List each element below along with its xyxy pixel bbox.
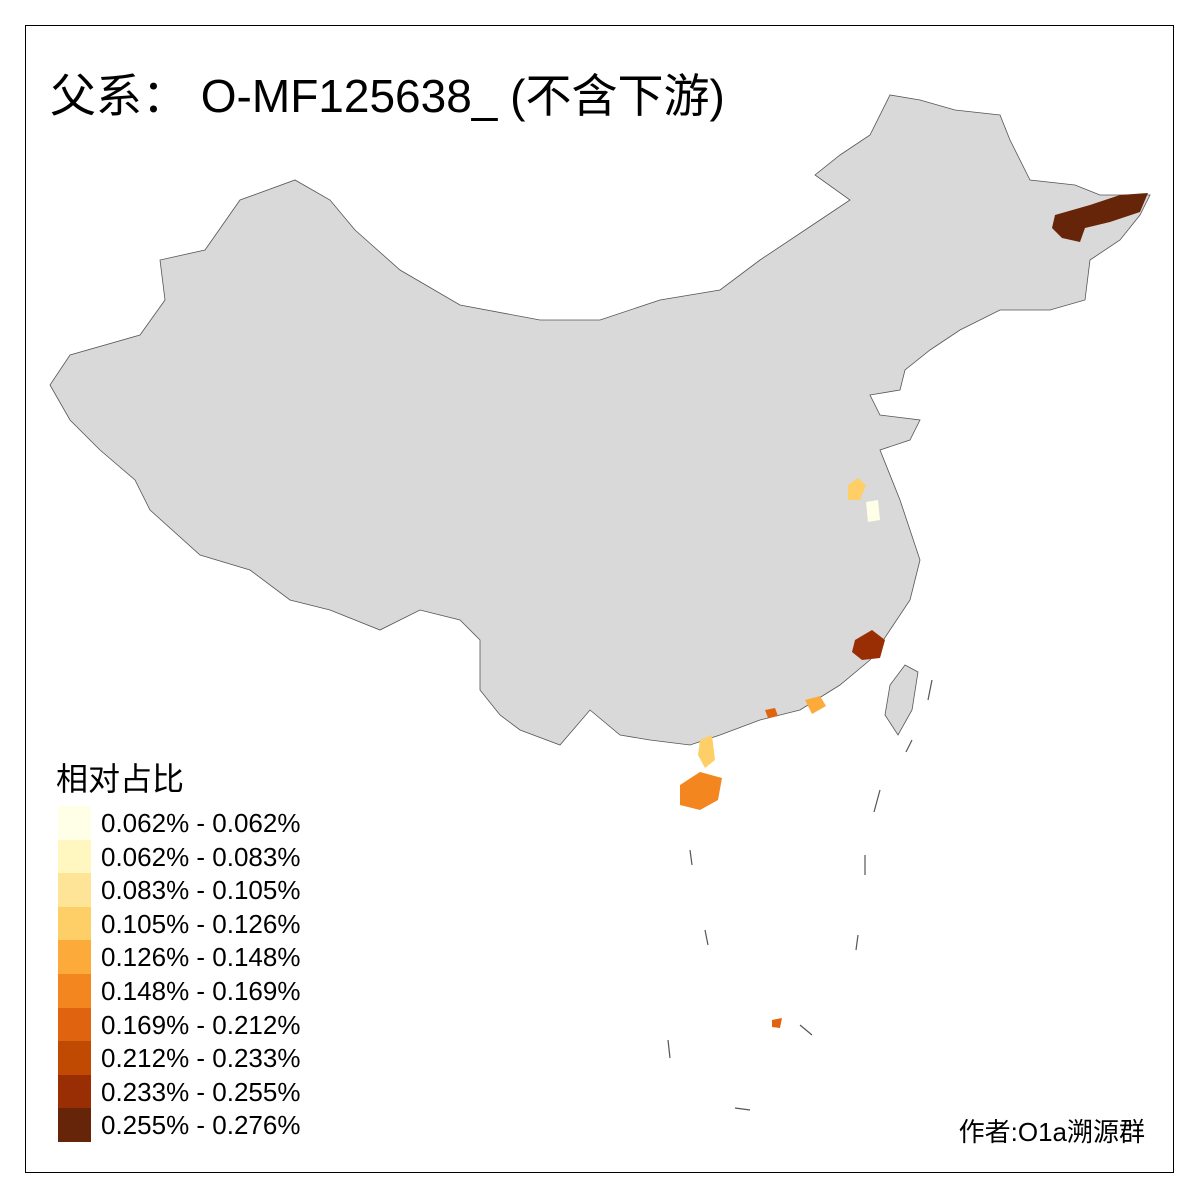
- legend-swatch: [58, 839, 91, 874]
- legend-swatch: [58, 1108, 91, 1143]
- legend-label: 0.105% - 0.126%: [101, 908, 301, 939]
- legend-swatch: [58, 1074, 91, 1109]
- legend-swatch: [58, 1007, 91, 1042]
- region-fujian-highlight: [852, 630, 885, 660]
- legend-label: 0.148% - 0.169%: [101, 976, 301, 1006]
- spratly-highlight: [772, 1018, 782, 1028]
- legend-label: 0.062% - 0.062%: [101, 808, 301, 838]
- legend-swatch: [58, 974, 91, 1008]
- region-leizhou-highlight: [698, 735, 715, 768]
- legend-swatch: [58, 806, 91, 840]
- legend-item: 0.126% - 0.148%: [58, 940, 358, 975]
- legend-item: 0.212% - 0.233%: [58, 1041, 358, 1076]
- legend-title: 相对占比: [56, 761, 185, 797]
- legend-label: 0.233% - 0.255%: [101, 1076, 301, 1107]
- taiwan: [884, 664, 919, 736]
- region-guangdong-west-highlight: [765, 708, 778, 718]
- legend-swatch: [58, 906, 91, 941]
- legend-label: 0.169% - 0.212%: [101, 1009, 301, 1040]
- legend-item: 0.062% - 0.083%: [58, 839, 358, 874]
- author-credit: 作者:O1a溯源群: [958, 1117, 1145, 1147]
- legend-item: 0.083% - 0.105%: [58, 873, 358, 908]
- legend-swatch: [58, 940, 91, 975]
- legend-swatch: [58, 1041, 91, 1076]
- legend-item: 0.105% - 0.126%: [58, 906, 358, 941]
- legend-label: 0.126% - 0.148%: [101, 942, 301, 973]
- region-anhui-highlight: [848, 478, 866, 500]
- legend-item: 0.148% - 0.169%: [58, 974, 358, 1008]
- legend-label: 0.212% - 0.233%: [101, 1043, 301, 1074]
- legend-label: 0.255% - 0.276%: [101, 1110, 301, 1141]
- legend-item: 0.255% - 0.276%: [58, 1108, 358, 1143]
- region-guangdong-east-highlight: [805, 696, 826, 714]
- legend-item: 0.233% - 0.255%: [58, 1074, 358, 1109]
- region-heilongjiang-highlight: [1052, 193, 1148, 242]
- legend-label: 0.083% - 0.105%: [101, 875, 301, 906]
- plot-frame: [25, 25, 1174, 1173]
- map-title: 父系： O-MF125638_ (不含下游): [50, 70, 725, 122]
- legend-label: 0.062% - 0.083%: [101, 841, 301, 872]
- china-mainland: [49, 94, 1151, 746]
- south-china-sea-dashes: [667, 679, 933, 1111]
- legend-item: 0.169% - 0.212%: [58, 1007, 358, 1042]
- region-jiangsu-highlight: [866, 500, 880, 522]
- legend-item: 0.062% - 0.062%: [58, 806, 358, 840]
- region-hainan-highlight: [680, 772, 722, 810]
- legend-swatch: [58, 873, 91, 908]
